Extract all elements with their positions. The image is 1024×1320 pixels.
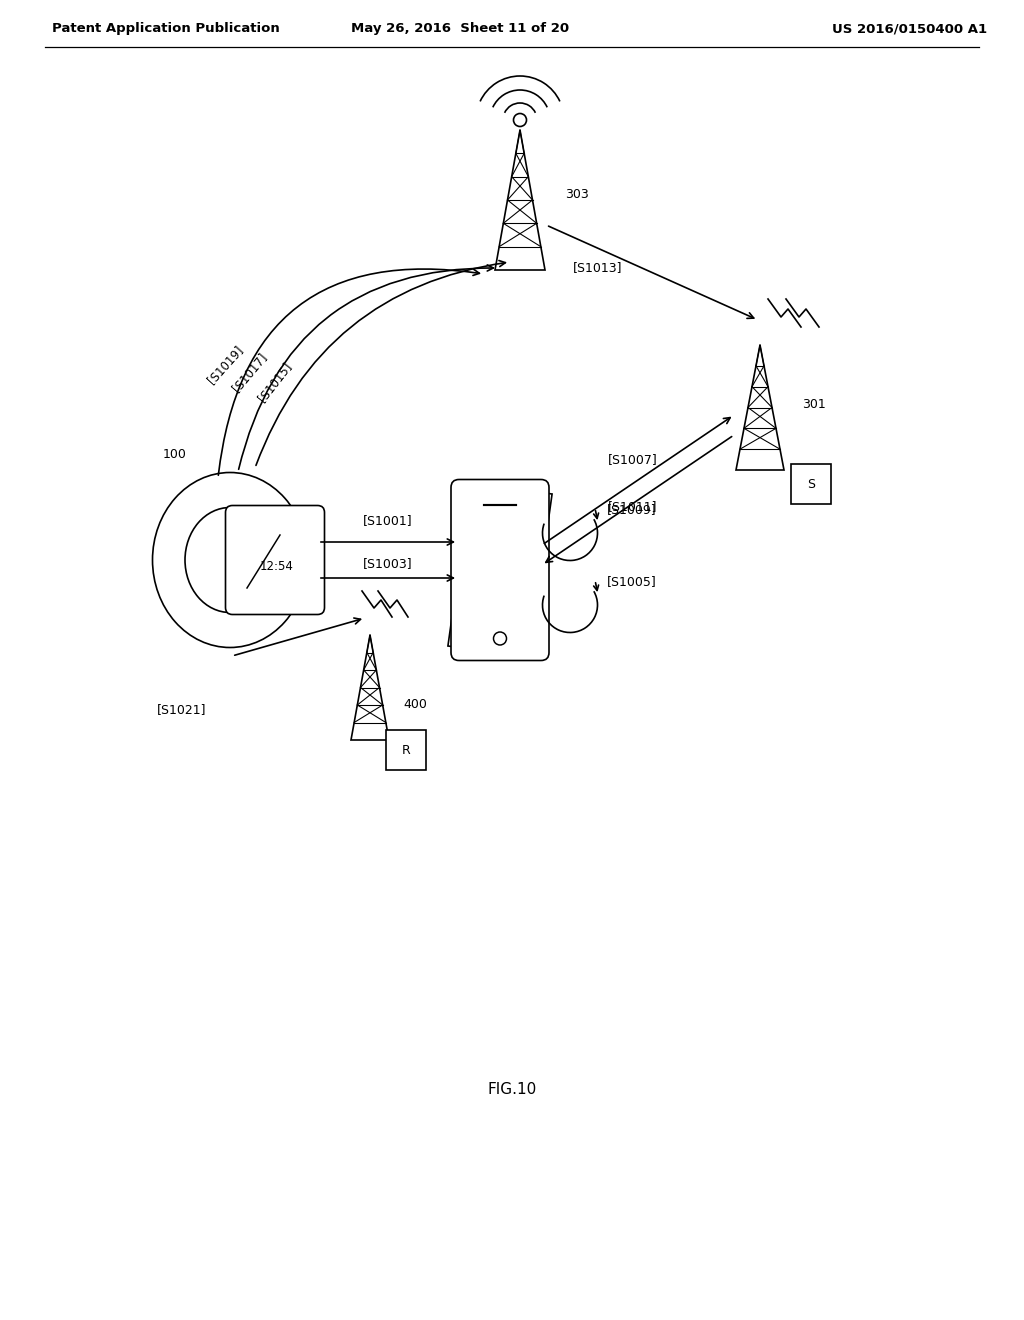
FancyBboxPatch shape: [451, 479, 549, 660]
Polygon shape: [447, 483, 552, 657]
FancyBboxPatch shape: [386, 730, 426, 770]
Text: 12:54: 12:54: [260, 560, 294, 573]
Text: S: S: [807, 478, 815, 491]
FancyBboxPatch shape: [791, 465, 831, 504]
Text: [S1003]: [S1003]: [364, 557, 413, 570]
Text: US 2016/0150400 A1: US 2016/0150400 A1: [833, 22, 987, 36]
Text: R: R: [401, 743, 411, 756]
Text: 100: 100: [163, 449, 187, 462]
Text: [S1017]: [S1017]: [230, 350, 270, 393]
Text: [S1021]: [S1021]: [158, 704, 207, 717]
Text: [S1015]: [S1015]: [255, 360, 294, 404]
Text: Patent Application Publication: Patent Application Publication: [52, 22, 280, 36]
Text: 303: 303: [565, 189, 589, 202]
FancyBboxPatch shape: [225, 506, 325, 615]
Text: FIG.10: FIG.10: [487, 1082, 537, 1097]
Text: [S1005]: [S1005]: [607, 576, 656, 589]
Text: [S1013]: [S1013]: [573, 261, 623, 275]
Text: 400: 400: [403, 698, 427, 711]
Text: 301: 301: [802, 399, 825, 412]
Text: May 26, 2016  Sheet 11 of 20: May 26, 2016 Sheet 11 of 20: [351, 22, 569, 36]
Text: [S1007]: [S1007]: [608, 453, 657, 466]
Text: [S1001]: [S1001]: [364, 513, 413, 527]
Ellipse shape: [185, 507, 275, 612]
Text: [S1011]: [S1011]: [608, 500, 657, 513]
Text: [S1019]: [S1019]: [205, 343, 246, 387]
Text: [S1009]: [S1009]: [607, 503, 656, 516]
